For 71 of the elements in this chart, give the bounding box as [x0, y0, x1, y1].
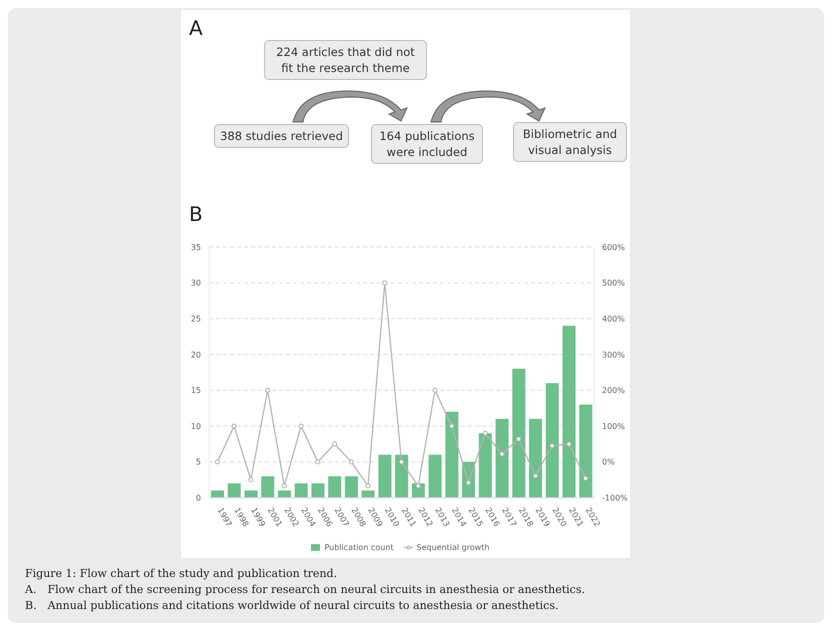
bar [395, 454, 408, 498]
y-tick-label: 10 [190, 422, 201, 431]
y-tick-label: 5 [196, 458, 201, 467]
point [499, 451, 504, 456]
text: 224 articles that did not fit the research theme [264, 40, 427, 80]
y2-tick-label: 100% [602, 422, 626, 431]
bar [428, 454, 442, 498]
point [449, 424, 454, 429]
y2-tick-label: 400% [602, 314, 626, 324]
text: 164 publications were included [371, 124, 483, 164]
y2-tick-label: 0% [602, 458, 616, 467]
text: Bibliometric and visual analysis [513, 122, 627, 162]
point [332, 441, 338, 446]
point [416, 483, 421, 488]
y2-tick-label: 500% [602, 278, 626, 288]
bar [378, 454, 392, 498]
point [348, 459, 354, 464]
y-tick-label: 35 [190, 242, 201, 252]
bar [362, 490, 375, 498]
bar [579, 404, 592, 498]
point [432, 388, 438, 393]
bar [512, 368, 526, 498]
point [366, 483, 371, 488]
bar [344, 476, 358, 498]
point [298, 424, 304, 429]
legend-label: Publication count [324, 542, 394, 552]
point [482, 430, 488, 436]
point [583, 476, 588, 481]
text: 388 studies retrieved [214, 124, 349, 148]
y-tick-label: 20 [190, 350, 201, 360]
bar [496, 418, 509, 498]
y-tick-label: 30 [190, 278, 201, 288]
point [532, 473, 538, 478]
y-tick-label: 15 [190, 386, 201, 396]
point [566, 441, 572, 446]
y2-tick-label: -100% [602, 494, 628, 503]
bar [294, 483, 308, 498]
y2-tick-label: 600% [602, 242, 626, 252]
point [282, 483, 287, 488]
bar [328, 476, 342, 498]
text: B. Annual publications and citations worldwide of neural circuits to anesthesia or anesthetics. [25, 598, 560, 614]
y-tick-label: 0 [196, 494, 201, 503]
bar [478, 433, 492, 498]
point [550, 443, 555, 448]
point [466, 480, 471, 486]
bar [445, 412, 458, 498]
bar [244, 490, 258, 498]
point [382, 280, 388, 286]
text: A [189, 16, 203, 40]
bar [211, 490, 224, 498]
text: A. Flow chart of the screening process for research on neural circuits in anesthesia or anesthetics. [25, 582, 585, 598]
caption: Figure 1: Flow chart of the study and publication trend. [25, 566, 338, 582]
point [232, 424, 237, 429]
point [248, 477, 254, 482]
y-tick-label: 25 [190, 314, 201, 324]
point [214, 459, 220, 464]
bar [278, 490, 291, 498]
y2-tick-label: 300% [602, 350, 626, 360]
bar [228, 483, 241, 498]
bar [529, 418, 542, 498]
bar [311, 483, 324, 498]
legend-label: Sequential growth [416, 542, 490, 552]
point [516, 436, 522, 442]
y2-tick-label: 200% [602, 386, 626, 396]
chart-title: B [189, 202, 203, 226]
bar [546, 383, 559, 498]
point [315, 459, 320, 464]
point [399, 459, 404, 464]
bar [261, 476, 274, 498]
point [265, 388, 270, 393]
bar [562, 326, 576, 498]
